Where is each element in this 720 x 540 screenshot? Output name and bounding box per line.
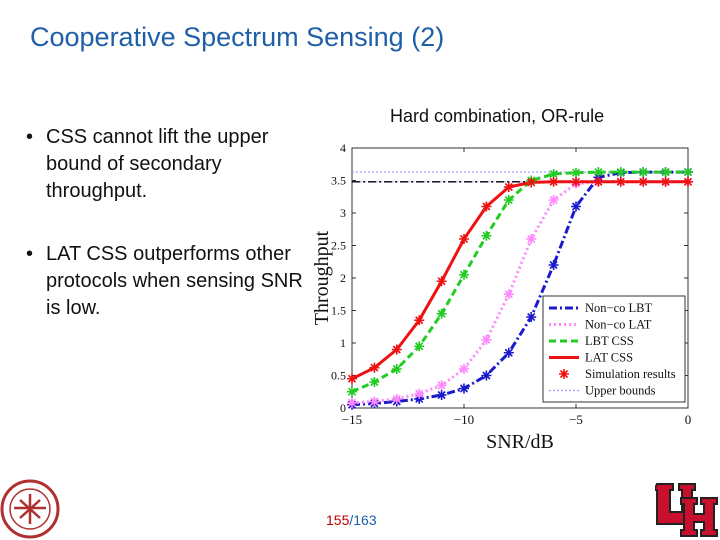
- chart-title: Hard combination, OR-rule: [390, 106, 605, 126]
- y-tick-label: 1: [340, 336, 346, 350]
- simulation-marker: [526, 234, 537, 244]
- y-tick-label: 4: [340, 141, 346, 155]
- simulation-marker: [459, 383, 469, 394]
- simulation-marker: [503, 347, 514, 358]
- simulation-marker: [347, 397, 357, 408]
- x-tick-label: −5: [569, 412, 583, 427]
- simulation-marker: [459, 234, 469, 244]
- simulation-marker: [481, 201, 492, 212]
- bullet-list: • CSS cannot lift the upper bound of sec…: [26, 124, 316, 358]
- simulation-marker: [548, 195, 559, 205]
- simulation-marker: [391, 344, 402, 355]
- series-line: [351, 170, 688, 394]
- seal-inner-ring: [9, 488, 51, 530]
- simulation-marker: [369, 396, 380, 407]
- simulation-marker: [660, 167, 671, 178]
- bullet-item: • CSS cannot lift the upper bound of sec…: [26, 124, 316, 205]
- y-tick-label: 3: [340, 206, 346, 220]
- university-uh-logo: [655, 483, 718, 537]
- simulation-marker: [571, 167, 581, 178]
- y-tick-label: 2: [340, 271, 346, 285]
- simulation-marker: [391, 364, 402, 374]
- simulation-marker: [638, 167, 649, 178]
- simulation-marker: [571, 201, 581, 212]
- simulation-marker: [414, 393, 425, 404]
- legend-label: Upper bounds: [585, 384, 656, 398]
- bullet-text: LAT CSS outperforms other protocols when…: [46, 243, 303, 319]
- simulation-marker: [615, 167, 626, 178]
- simulation-marker: [369, 362, 380, 373]
- simulation-marker: [571, 176, 581, 187]
- legend-label: Non−co LBT: [585, 301, 652, 315]
- x-tick-label: −15: [342, 412, 362, 427]
- page-total: 163: [353, 512, 377, 528]
- legend-label: LAT CSS: [585, 351, 633, 365]
- simulation-marker: [503, 182, 514, 192]
- university-seal-logo: [0, 479, 60, 539]
- legend-label: Non−co LAT: [585, 318, 652, 332]
- simulation-marker: [481, 230, 492, 241]
- simulation-marker: [548, 176, 559, 187]
- legend-box: [542, 295, 686, 403]
- y-axis-label: Throughput: [311, 230, 333, 325]
- simulation-marker: [481, 334, 492, 345]
- seal-emblem: [14, 494, 46, 524]
- simulation-marker: [436, 390, 447, 400]
- simulation-marker: [414, 388, 425, 399]
- simulation-marker: [459, 364, 469, 374]
- simulation-marker: [414, 315, 425, 326]
- x-axis-label: SNR/dB: [486, 431, 554, 450]
- legend-label: LBT CSS: [585, 334, 634, 348]
- simulation-marker: [660, 176, 671, 187]
- simulation-marker: [436, 276, 447, 287]
- simulation-marker: [347, 386, 357, 397]
- simulation-marker: [369, 377, 380, 387]
- y-tick-label: 0.5: [331, 369, 346, 383]
- simulation-marker: [436, 308, 447, 319]
- simulation-marker: [503, 195, 514, 205]
- simulation-marker: [593, 176, 604, 187]
- logo-letter-h: [680, 497, 718, 537]
- simulation-marker: [391, 393, 402, 404]
- y-tick-label: 2.5: [331, 239, 346, 253]
- simulation-marker: [615, 176, 626, 187]
- simulation-marker: [347, 373, 357, 384]
- seal-outer-ring: [0, 479, 60, 539]
- legend-swatch: [559, 369, 569, 379]
- x-tick-label: −10: [454, 412, 474, 427]
- y-tick-label: 0: [340, 401, 346, 415]
- bullet-item: • LAT CSS outperforms other protocols wh…: [26, 241, 316, 322]
- y-tick-label: 1.5: [331, 304, 346, 318]
- legend-label: Simulation results: [585, 367, 676, 381]
- page-separator: /: [349, 512, 354, 528]
- bullet-symbol: •: [26, 243, 34, 265]
- simulation-marker: [503, 289, 514, 300]
- page-current: 155: [326, 512, 350, 528]
- simulation-marker: [548, 169, 559, 179]
- simulation-marker: [593, 167, 604, 178]
- slide-title: Cooperative Spectrum Sensing (2): [30, 22, 445, 52]
- simulation-marker: [481, 370, 492, 381]
- simulation-marker: [526, 312, 537, 322]
- simulation-marker: [526, 177, 537, 188]
- bullet-symbol: •: [26, 126, 34, 148]
- simulation-marker: [548, 260, 559, 270]
- simulation-marker: [683, 167, 693, 178]
- simulation-marker: [683, 176, 693, 187]
- page-number: 155/163: [326, 512, 377, 528]
- simulation-marker: [638, 176, 649, 187]
- simulation-marker: [414, 341, 425, 352]
- bullet-text: CSS cannot lift the upper bound of secon…: [46, 126, 269, 202]
- simulation-marker: [459, 269, 469, 280]
- series-line: [351, 180, 688, 381]
- throughput-chart: 0 0.5 1 1.5 2 2.5 3 3.5 4 −15 −10 −5 0 SNR/dB Throughp…: [311, 141, 693, 450]
- y-tick-label: 3.5: [331, 174, 346, 188]
- x-tick-label: 0: [685, 412, 692, 427]
- simulation-marker: [436, 380, 447, 391]
